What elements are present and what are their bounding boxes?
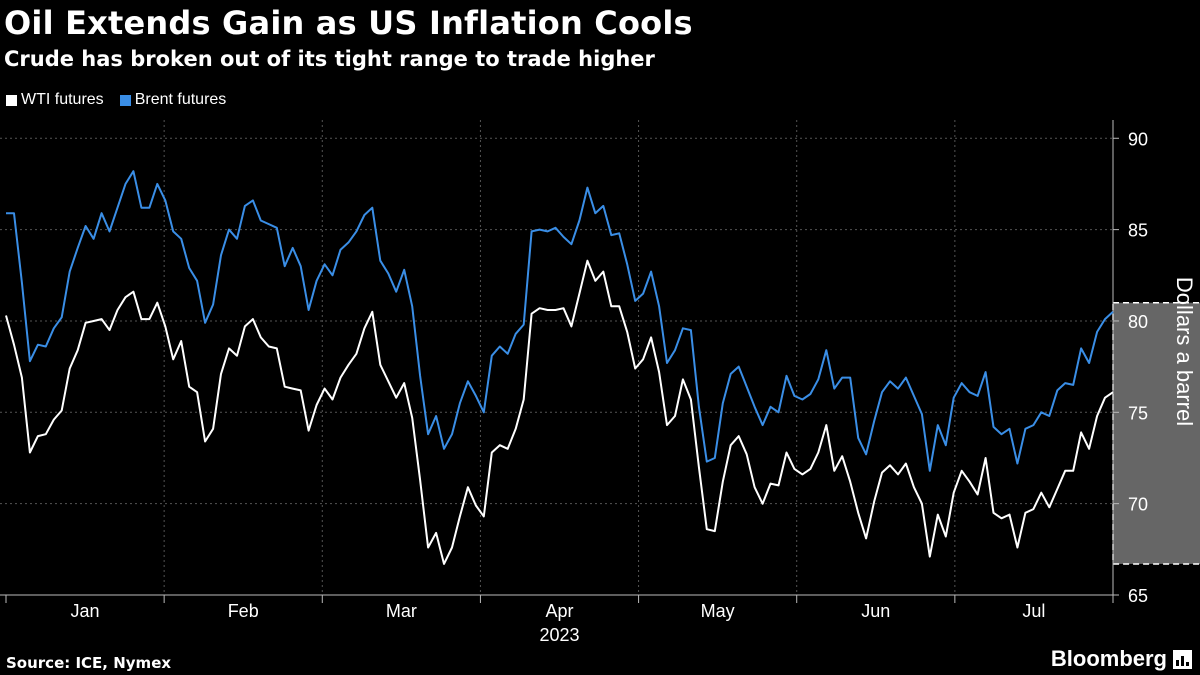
y-tick-label: 85: [1128, 221, 1148, 241]
y-tick-label: 90: [1128, 129, 1148, 149]
wti-series-line: [5, 259, 1114, 565]
x-tick-label: Feb: [228, 601, 259, 621]
bloomberg-chart-icon: [1173, 649, 1192, 669]
legend-swatch-brent: [119, 94, 131, 106]
legend: WTI futures Brent futures: [6, 91, 226, 109]
x-tick-label: Jun: [861, 601, 890, 621]
y-tick-label: 80: [1128, 312, 1148, 332]
legend-swatch-wti: [6, 94, 17, 106]
x-tick-label: Mar: [386, 601, 417, 621]
series-layer: [5, 170, 1114, 565]
x-tick-label: Apr: [545, 601, 573, 621]
y-tick-label: 65: [1128, 586, 1148, 606]
highlight-box: [1112, 301, 1200, 565]
legend-item-brent: Brent futures: [119, 91, 227, 109]
bloomberg-logo: Bloomberg: [1051, 646, 1192, 672]
legend-label-brent: Brent futures: [134, 91, 227, 108]
axes: [0, 120, 1119, 603]
gridlines: [0, 120, 1113, 596]
axis-labels: 65 70 75 80 85 90 Jan Feb Mar Apr May Jun Jul 2023 Dol…: [71, 129, 1197, 645]
highlight-layer: [1112, 301, 1200, 565]
y-axis-title: Dollars a barrel: [1172, 277, 1197, 426]
x-tick-label: Jul: [1022, 601, 1045, 621]
chart-subtitle: Crude has broken out of its tight range …: [4, 47, 655, 71]
x-tick-label: Jan: [71, 601, 100, 621]
brent-series-line: [6, 170, 1114, 472]
y-tick-label: 70: [1128, 495, 1148, 515]
brand-name: Bloomberg: [1050, 646, 1167, 671]
source-note: Source: ICE, Nymex: [6, 654, 172, 672]
legend-label-wti: WTI futures: [21, 91, 104, 108]
legend-item-wti: WTI futures: [6, 91, 104, 109]
x-tick-label: May: [701, 601, 735, 621]
y-tick-label: 75: [1128, 403, 1148, 423]
chart-title: Oil Extends Gain as US Inflation Cools: [4, 4, 693, 42]
x-axis-year-label: 2023: [539, 625, 579, 645]
